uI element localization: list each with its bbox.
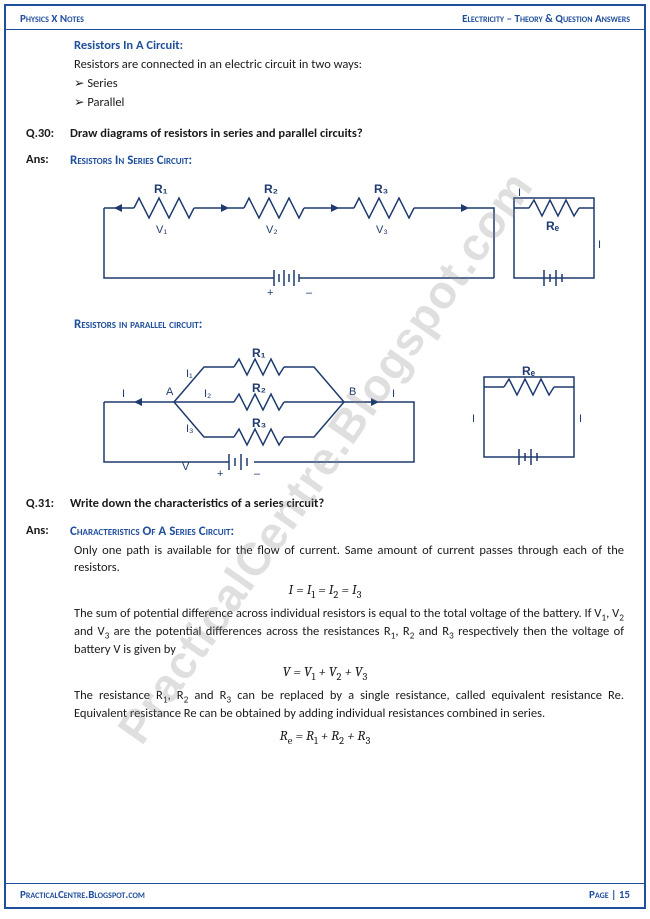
page-header: Physics X Notes Electricity – Theory & Q… <box>6 6 644 30</box>
series-circuit-diagram: + – R₁ R₂ R₃ V₁ V₂ V₃ Rₑ I I <box>74 178 624 308</box>
char-heading: Characteristics Of A Series Circuit: <box>70 524 234 539</box>
svg-text:V: V <box>182 461 190 473</box>
intro-text: Resistors are connected in an electric c… <box>74 57 624 74</box>
bullet-parallel: Parallel <box>74 95 624 112</box>
svg-text:Rₑ: Rₑ <box>546 219 560 233</box>
equation-3: Re = R1 + R2 + R3 <box>26 727 624 748</box>
equation-2: V = V1 + V2 + V3 <box>26 663 624 684</box>
header-right: Electricity – Theory & Question Answers <box>462 12 630 25</box>
q30-text: Draw diagrams of resistors in series and… <box>70 126 363 141</box>
svg-text:R₂: R₂ <box>252 381 266 395</box>
answer-30: Ans:Resistors In Series Circuit: <box>26 152 624 170</box>
footer-left: PracticalCentre.Blogspot.com <box>20 888 145 901</box>
svg-text:I: I <box>598 239 601 251</box>
q30-label: Q.30: <box>26 126 70 143</box>
parallel-circuit-diagram: V + – I A B I I₁ I₂ I₃ R₁ R₂ R₃ Rₑ I I <box>74 342 624 482</box>
equation-1: I = I1 = I2 = I3 <box>26 581 624 602</box>
svg-text:R₁: R₁ <box>252 346 266 360</box>
svg-text:B: B <box>349 386 356 398</box>
bullet-series: Series <box>74 76 624 93</box>
svg-text:R₂: R₂ <box>264 182 278 196</box>
svg-text:V₂: V₂ <box>266 224 278 236</box>
svg-text:V₁: V₁ <box>156 224 167 236</box>
svg-text:–: – <box>254 468 261 480</box>
a31-p2: The sum of potential difference across i… <box>74 606 624 659</box>
ans-label: Ans: <box>26 152 70 169</box>
q31-text: Write down the characteristics of a seri… <box>70 496 324 511</box>
svg-text:–: – <box>306 287 313 299</box>
q31-label: Q.31: <box>26 496 70 513</box>
section-title: Resistors In A Circuit: <box>74 38 624 55</box>
question-31: Q.31:Write down the characteristics of a… <box>26 496 624 513</box>
svg-text:I₂: I₂ <box>204 388 211 400</box>
parallel-heading: Resistors in parallel circuit: <box>74 317 202 332</box>
svg-text:I₁: I₁ <box>186 368 193 380</box>
svg-text:+: + <box>267 287 273 299</box>
svg-text:I: I <box>392 388 395 400</box>
answer-31: Ans:Characteristics Of A Series Circuit: <box>26 523 624 541</box>
svg-text:V₃: V₃ <box>376 224 388 236</box>
svg-text:I: I <box>122 388 125 400</box>
footer-right: Page | 15 <box>589 888 630 901</box>
svg-text:I: I <box>518 187 521 199</box>
svg-text:I: I <box>472 413 475 425</box>
page-content: Resistors In A Circuit: Resistors are co… <box>6 30 644 792</box>
svg-text:A: A <box>166 386 174 398</box>
a31-p3: The resistance R1, R2 and R3 can be repl… <box>74 688 624 723</box>
svg-text:+: + <box>217 468 223 480</box>
svg-text:R₃: R₃ <box>252 416 266 430</box>
svg-text:Rₑ: Rₑ <box>522 364 536 378</box>
series-heading: Resistors In Series Circuit: <box>70 153 192 168</box>
question-30: Q.30:Draw diagrams of resistors in serie… <box>26 126 624 143</box>
ans31-label: Ans: <box>26 523 70 540</box>
svg-text:I₃: I₃ <box>186 423 194 435</box>
a31-p1: Only one path is available for the flow … <box>74 543 624 577</box>
svg-text:R₁: R₁ <box>154 182 168 196</box>
svg-text:I: I <box>579 413 582 425</box>
header-left: Physics X Notes <box>20 12 84 25</box>
page-footer: PracticalCentre.Blogspot.com Page | 15 <box>6 883 644 907</box>
svg-text:R₃: R₃ <box>374 182 388 196</box>
